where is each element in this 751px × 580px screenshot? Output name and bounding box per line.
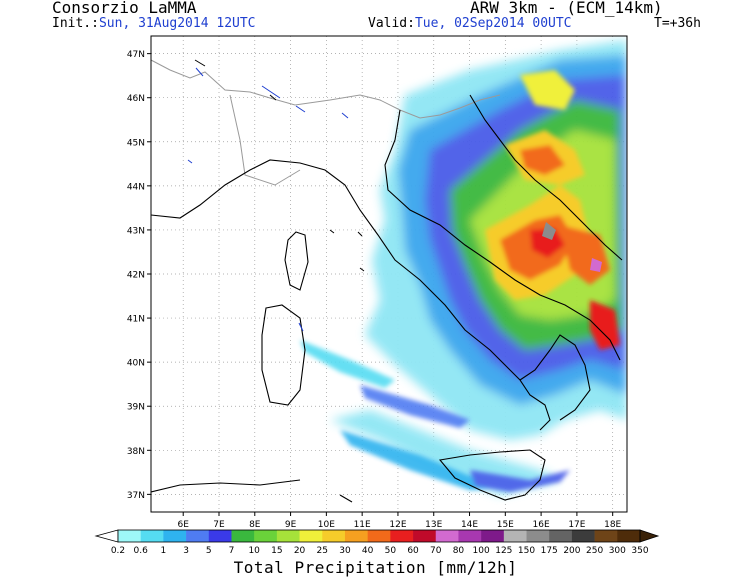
org-title: Consorzio LaMMA — [52, 0, 197, 17]
valid-time: Valid:Tue, 02Sep2014 00UTC — [368, 16, 572, 31]
colorbar-swatch — [367, 530, 391, 542]
colorbar-label: 40 — [362, 546, 374, 556]
colorbar-swatch — [390, 530, 414, 542]
colorbar-label: 3 — [183, 546, 189, 556]
colorbar-swatch — [140, 530, 164, 542]
colorbar-swatch — [276, 530, 300, 542]
longitude-label: 6E — [177, 520, 189, 530]
colorbar-label: 80 — [453, 546, 465, 556]
init-time: Init.:Sun, 31Aug2014 12UTC — [52, 16, 256, 31]
longitude-label: 15E — [497, 520, 514, 530]
latitude-labels: 47N 46N 45N 44N 43N 42N 41N 40N 39N 38N 37N — [127, 50, 151, 501]
colorbar-label: 250 — [586, 546, 603, 556]
colorbar-swatch — [163, 530, 187, 542]
colorbar-label: 50 — [385, 546, 397, 556]
colorbar-label: 0.6 — [134, 546, 149, 556]
latitude-label: 47N — [127, 50, 145, 60]
colorbar-swatch — [208, 530, 232, 542]
colorbar-max-arrow — [639, 529, 660, 543]
colorbar-swatch — [299, 530, 323, 542]
colorbar-swatch — [549, 530, 573, 542]
latitude-label: 46N — [127, 94, 145, 104]
colorbar-swatch — [617, 530, 641, 542]
colorbar-swatch — [481, 530, 505, 542]
colorbar-swatch — [526, 530, 550, 542]
latitude-label: 38N — [127, 447, 145, 457]
longitude-label: 7E — [213, 520, 225, 530]
colorbar-title: Total Precipitation [mm/12h] — [233, 558, 518, 577]
longitude-label: 18E — [604, 520, 621, 530]
longitude-label: 8E — [249, 520, 261, 530]
longitude-labels: 6E 7E 8E 9E 10E 11E 12E 13E 14E 15E 16E 17E 18E — [177, 512, 622, 530]
colorbar-label: 125 — [495, 546, 512, 556]
precipitation-colorbar — [94, 529, 660, 543]
colorbar-swatch — [435, 530, 459, 542]
latitude-label: 40N — [127, 359, 145, 369]
latitude-label: 44N — [127, 182, 145, 192]
latitude-label: 37N — [127, 491, 145, 501]
colorbar-label: 30 — [339, 546, 351, 556]
latitude-label: 41N — [127, 315, 145, 325]
latitude-label: 43N — [127, 226, 145, 236]
colorbar-swatch — [571, 530, 595, 542]
colorbar-label: 5 — [206, 546, 212, 556]
colorbar-label: 175 — [541, 546, 558, 556]
colorbar-swatch — [503, 530, 527, 542]
longitude-label: 16E — [533, 520, 550, 530]
colorbar-label: 70 — [430, 546, 442, 556]
latitude-label: 45N — [127, 138, 145, 148]
colorbar-label: 200 — [563, 546, 580, 556]
colorbar-label: 300 — [609, 546, 626, 556]
colorbar-swatch — [186, 530, 210, 542]
colorbar-swatch — [322, 530, 346, 542]
longitude-label: 13E — [425, 520, 442, 530]
coastlines — [151, 59, 623, 503]
colorbar-swatch — [458, 530, 482, 542]
longitude-label: 9E — [285, 520, 297, 530]
colorbar-frame — [117, 529, 641, 543]
colorbar-swatch — [594, 530, 618, 542]
longitude-label: 17E — [568, 520, 585, 530]
longitude-label: 14E — [461, 520, 478, 530]
colorbar-swatch — [344, 530, 368, 542]
longitude-label: 12E — [389, 520, 406, 530]
colorbar-label: 7 — [229, 546, 235, 556]
latitude-label: 42N — [127, 271, 145, 281]
longitude-label: 11E — [354, 520, 371, 530]
colorbar-tick-labels: 0.2 0.6 1 3 5 7 10 15 20 25 30 40 50 60 70 80 100 125 150 1… — [111, 546, 649, 556]
colorbar-swatch — [231, 530, 255, 542]
model-title: ARW 3km - (ECM_14km) — [470, 0, 663, 17]
colorbar-min-arrow — [94, 529, 119, 543]
longitude-label: 10E — [318, 520, 335, 530]
colorbar-swatch — [118, 530, 141, 542]
colorbar-label: 100 — [473, 546, 490, 556]
colorbar-swatch — [413, 530, 437, 542]
colorbar-label: 25 — [317, 546, 328, 556]
colorbar-label: 0.2 — [111, 546, 125, 556]
colorbar-label: 10 — [248, 546, 260, 556]
colorbar-label: 60 — [407, 546, 419, 556]
colorbar-label: 1 — [161, 546, 167, 556]
colorbar-label: 150 — [518, 546, 535, 556]
colorbar-label: 20 — [294, 546, 306, 556]
forecast-step: T=+36h — [654, 16, 701, 31]
latitude-label: 39N — [127, 403, 145, 413]
colorbar-label: 350 — [631, 546, 648, 556]
colorbar-swatch — [254, 530, 278, 542]
colorbar-label: 15 — [271, 546, 282, 556]
